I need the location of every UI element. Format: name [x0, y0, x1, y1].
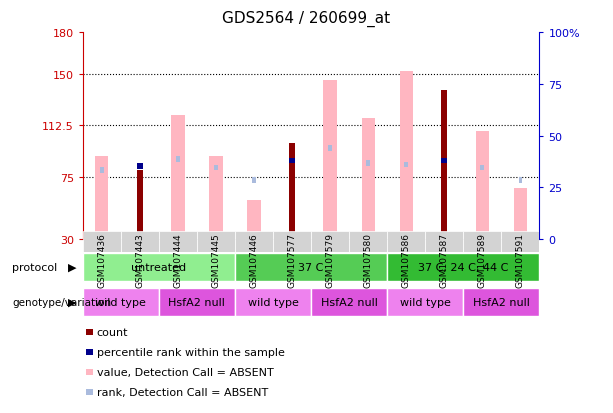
Text: untreated: untreated — [131, 262, 186, 273]
Text: rank, Detection Call = ABSENT: rank, Detection Call = ABSENT — [97, 387, 268, 397]
Text: protocol: protocol — [12, 262, 58, 272]
Text: GSM107577: GSM107577 — [287, 232, 297, 287]
Bar — [324, 81, 337, 240]
Text: HsfA2 null: HsfA2 null — [169, 297, 226, 308]
Bar — [441, 158, 447, 164]
Text: wild type: wild type — [96, 297, 147, 308]
Bar — [95, 157, 109, 240]
Bar — [289, 143, 295, 240]
Bar — [425, 231, 463, 252]
Bar — [83, 254, 235, 281]
Bar — [514, 189, 527, 240]
Bar — [481, 165, 484, 171]
Bar — [501, 231, 539, 252]
Text: ▶: ▶ — [68, 262, 77, 272]
Text: GSM107443: GSM107443 — [135, 232, 144, 287]
Text: GSM107587: GSM107587 — [440, 232, 449, 287]
Bar — [400, 71, 413, 240]
Text: GDS2564 / 260699_at: GDS2564 / 260699_at — [223, 10, 390, 26]
Text: value, Detection Call = ABSENT: value, Detection Call = ABSENT — [97, 367, 273, 377]
Text: HsfA2 null: HsfA2 null — [321, 297, 378, 308]
Bar — [100, 168, 104, 173]
Bar — [252, 178, 256, 183]
Bar — [214, 165, 218, 171]
Text: GSM107445: GSM107445 — [211, 232, 221, 287]
Text: GSM107586: GSM107586 — [402, 232, 411, 287]
Text: GSM107446: GSM107446 — [249, 232, 259, 287]
Bar — [121, 231, 159, 252]
Bar — [289, 158, 295, 164]
Bar — [209, 157, 223, 240]
Bar — [387, 231, 425, 252]
Text: GSM107589: GSM107589 — [478, 232, 487, 287]
Bar — [83, 231, 121, 252]
Bar — [83, 289, 159, 316]
Bar — [311, 231, 349, 252]
Bar — [159, 231, 197, 252]
Bar — [463, 289, 539, 316]
Text: GSM107591: GSM107591 — [516, 232, 525, 287]
Bar — [387, 289, 463, 316]
Bar — [273, 231, 311, 252]
Bar — [405, 162, 408, 168]
Text: HsfA2 null: HsfA2 null — [473, 297, 530, 308]
Bar — [176, 157, 180, 162]
Text: 37 C: 37 C — [299, 262, 324, 273]
Text: GSM107436: GSM107436 — [97, 232, 106, 287]
Bar — [387, 254, 539, 281]
Bar — [137, 171, 143, 240]
Text: genotype/variation: genotype/variation — [12, 297, 112, 307]
Bar — [235, 254, 387, 281]
Text: count: count — [97, 328, 128, 337]
Bar — [367, 161, 370, 166]
Text: GSM107580: GSM107580 — [364, 232, 373, 287]
Bar — [328, 146, 332, 152]
Text: GSM107444: GSM107444 — [173, 232, 183, 287]
Bar — [311, 289, 387, 316]
Bar — [476, 132, 489, 240]
Bar — [248, 201, 261, 240]
Bar — [137, 164, 143, 169]
Text: wild type: wild type — [248, 297, 299, 308]
Text: 37 C, 24 C, 44 C: 37 C, 24 C, 44 C — [418, 262, 509, 273]
Bar — [197, 231, 235, 252]
Bar — [441, 91, 447, 240]
Bar — [235, 231, 273, 252]
Text: ▶: ▶ — [68, 297, 77, 307]
Bar — [235, 289, 311, 316]
Text: wild type: wild type — [400, 297, 451, 308]
Bar — [349, 231, 387, 252]
Text: GSM107579: GSM107579 — [326, 232, 335, 287]
Bar — [171, 116, 185, 240]
Bar — [159, 289, 235, 316]
Bar — [362, 119, 375, 240]
Bar — [519, 178, 522, 183]
Bar — [463, 231, 501, 252]
Text: percentile rank within the sample: percentile rank within the sample — [97, 347, 284, 357]
